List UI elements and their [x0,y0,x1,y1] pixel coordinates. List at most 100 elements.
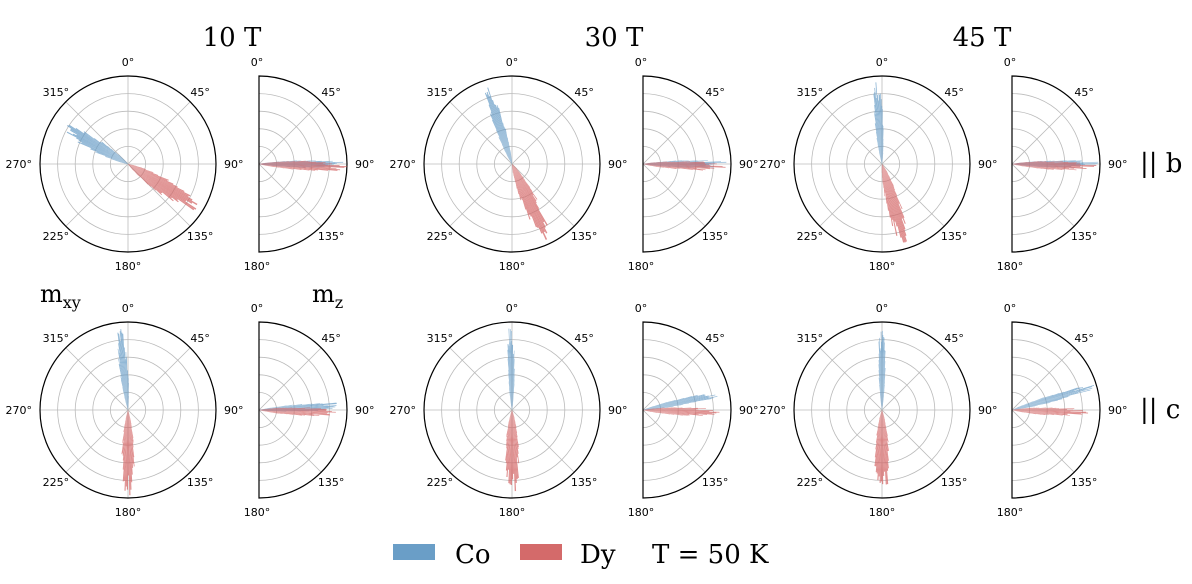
panel-r1-c0-mxy-dy-bin-0 [128,410,130,415]
panel-r1-c1-mxy-co-bin-29 [512,368,515,410]
panel-r0-c2-mz-dy-bin-17 [1012,164,1081,165]
panel-r0-c1-mz-dy-bin-1 [643,162,650,164]
panel-r1-c0-mxy-dy-bin-9 [128,410,134,444]
panel-r0-c2-mxy-co-bin-32 [882,142,884,164]
panel-r0-c1-mz-tick-90: 90° [739,158,759,171]
panel-r1-c0-mz-spoke-45 [258,347,322,411]
panel-r0-c2-mxy-dy-bin-15 [882,164,903,219]
panel-r1-c2-mxy-dy-bin-13 [882,410,889,469]
panel-r1-c1-mz-dy-bin-26 [643,410,689,415]
panel-r1-c1-mxy-dy-bin-0 [512,410,514,415]
panel-r0-c0-mxy-dy-bin-18 [128,164,198,206]
panel-r0-c0-mxy-dy-bin-14 [128,164,185,193]
panel-r0-c1-mxy-dy-bin-25 [512,164,531,215]
panel-r0-c0-mxy-dy-bin-23 [128,164,178,201]
panel-r0-c0-mxy-dy-bin-39 [128,164,131,168]
panel-r0-c0-mxy-tick-45: 45° [190,86,210,99]
panel-r1-c0-mz-dy-bin-22 [259,410,330,415]
panel-r1-c1-mz-dy-bin-22 [643,410,715,415]
panel-r1-c2-mxy: 0° 45° 90° 135° 180° 225° 270° 315° [760,302,998,519]
panel-r1-c2-mz-co-bin-4 [1012,405,1023,410]
panel-r1-c1-mz-dy-bin-4 [643,408,655,410]
panel-r0-c0-mxy-tick-180: 180° [115,260,142,273]
panel-r1-c2-mz-co-bin-18 [1012,385,1095,410]
panel-r1-c2-mz-dy-bin-25 [1012,410,1070,416]
panel-r0-c2-mxy-co-bin-6 [877,144,882,164]
panel-r1-c1-mz-co-bin-14 [643,395,698,410]
panel-r0-c2-mz-dy-bin-15 [1012,162,1081,164]
panel-r1-c1-mz-co-bin-7 [643,402,667,410]
panel-r1-c2-mxy-dy-bin-28 [874,410,882,458]
panel-r0-c0-mxy-dy-bin-31 [128,164,152,187]
panel-r1-c2-mz-dy-bin-9 [1012,407,1040,410]
panel-r1-c1-mxy-co-bin-32 [512,383,515,410]
panel-r1-c2-mz-dy-bin-0 [1012,409,1017,410]
panel-r1-c2-mz-dy-bin-17 [1012,410,1083,411]
panel-r0-c0-mxy-co-bin-24 [75,127,128,164]
panel-r1-c0-mz-tick-90: 90° [355,404,375,417]
panel-r1-c1-mz-dy-bin-7 [643,407,665,410]
panel-r1-c2-mz-dy-bin-28 [1012,410,1049,415]
panel-r1-c2-mz-dy-bin-14 [1012,408,1075,410]
panel-r0-c2-mz-dy-bin-36 [1012,164,1023,167]
panel-r1-c0-mz-dy-bin-7 [259,407,280,410]
panel-r0-c2-mxy-dy-bin-13 [882,164,905,219]
panel-r0-c1-mz-dy-bin-3 [643,162,655,164]
panel-r0-c0-mxy-co-bin-19 [76,134,128,164]
panel-r0-c2-mz-dy-bin-27 [1012,164,1063,170]
panel-r1-c1-mxy-dy-bin-5 [512,410,517,428]
panel-r0-c2-mxy-co-bin-14 [874,104,882,164]
panel-r1-c0-mxy-co-bin-6 [122,389,128,410]
panel-r0-c1-mxy-dy-bin-6 [512,164,524,178]
panel-r1-c2-mz-dy-bin-35 [1012,410,1023,413]
panel-r0-c1-mz-dy-bin-15 [643,162,706,164]
panel-r1-c2-mxy-dy-bin-21 [879,410,882,483]
panel-r0-c1-mxy-dy-bin-4 [512,164,521,174]
panel-r1-c0-mxy-co-bin-9 [120,375,128,410]
panel-r0-c0-mxy-dy-bin-1 [128,164,135,166]
panel-r1-c0-mxy-tick-180: 180° [115,506,142,519]
panel-r1-c1-mxy-spoke-225 [449,409,513,473]
panel-r0-c0-mxy-co-bin-23 [68,124,128,164]
panel-r0-c0-mxy-co-bin-3 [118,161,128,164]
panel-r0-c1-mxy-dy-bin-17 [512,164,546,228]
panel-r1-c2-mz-co-bin-25 [1012,396,1068,410]
panel-r1-c2-mz-co-bin-30 [1012,402,1051,410]
panel-r0-c1-mxy-dy-bin-9 [512,164,533,192]
legend-swatch-dy [520,544,562,560]
panel-r1-c1-mz-dy-bin-19 [643,410,720,413]
panel-r0-c1-mz-dy-bin-2 [643,162,652,164]
panel-r1-c1-mxy-co-bin-21 [511,331,512,410]
panel-r0-c1-mxy-dy-bin-24 [512,164,532,217]
panel-r1-c1-mxy-co-bin-6 [508,387,512,410]
panel-r0-c2-mxy-dy-bin-26 [882,164,894,227]
panel-r1-c1-mz-co-bin-27 [643,403,689,410]
panel-r1-c0-mxy-dy-bin-12 [128,410,135,467]
panel-r0-c2-mxy-tick-180: 180° [869,260,896,273]
panel-r1-c0-mz-dy-bin-25 [259,410,320,416]
panel-r0-c1-mxy-tick-135: 135° [571,230,598,243]
panel-r0-c1-mxy-dy-bin-2 [512,164,518,170]
panel-r0-c2-mz-dy-bin-22 [1012,164,1087,169]
panel-r1-c1-mxy-co-bin-1 [510,404,512,410]
panel-r1-c2-mxy-co-bin-6 [879,392,882,410]
panel-r0-c0-mxy-co-bin-38 [123,159,128,164]
panel-r1-c2-mxy-dy-bin-37 [879,410,882,420]
panels-layer: 0° 45° 90° 135° 180° 225° 270° 315° 0° 45° 90° 135°… [6,56,1128,519]
panel-r0-c0-mxy-dy-bin-35 [128,164,138,176]
panel-r1-c0-mxy-dy-bin-28 [122,410,128,454]
panel-r1-c2-mxy-tick-135: 135° [941,476,968,489]
panel-r0-c0-mxy-co-bin-22 [67,125,128,164]
panel-r0-c1-mxy-co-bin-34 [510,150,512,164]
panel-r1-c1-mxy-co-bin-0 [511,405,512,410]
panel-r1-c2-mxy-spoke-45 [881,347,945,411]
panel-r0-c1-mxy-dy-bin-20 [512,164,548,240]
panel-r1-c2-mxy-co-bin-32 [882,385,885,410]
panel-r1-c2-mz-dy-bin-15 [1012,409,1068,410]
panel-r1-c0-mz-dy-bin-33 [259,410,279,414]
panel-r1-c1-mxy-spoke-45 [511,347,575,411]
panel-r1-c2-mz-dy-bin-5 [1012,408,1027,410]
panel-r0-c0-mz-dy-bin-12 [259,161,311,164]
panel-r1-c1-mxy-co-bin-14 [507,344,512,410]
panel-r1-c1-mxy-tick-225: 225° [427,476,454,489]
